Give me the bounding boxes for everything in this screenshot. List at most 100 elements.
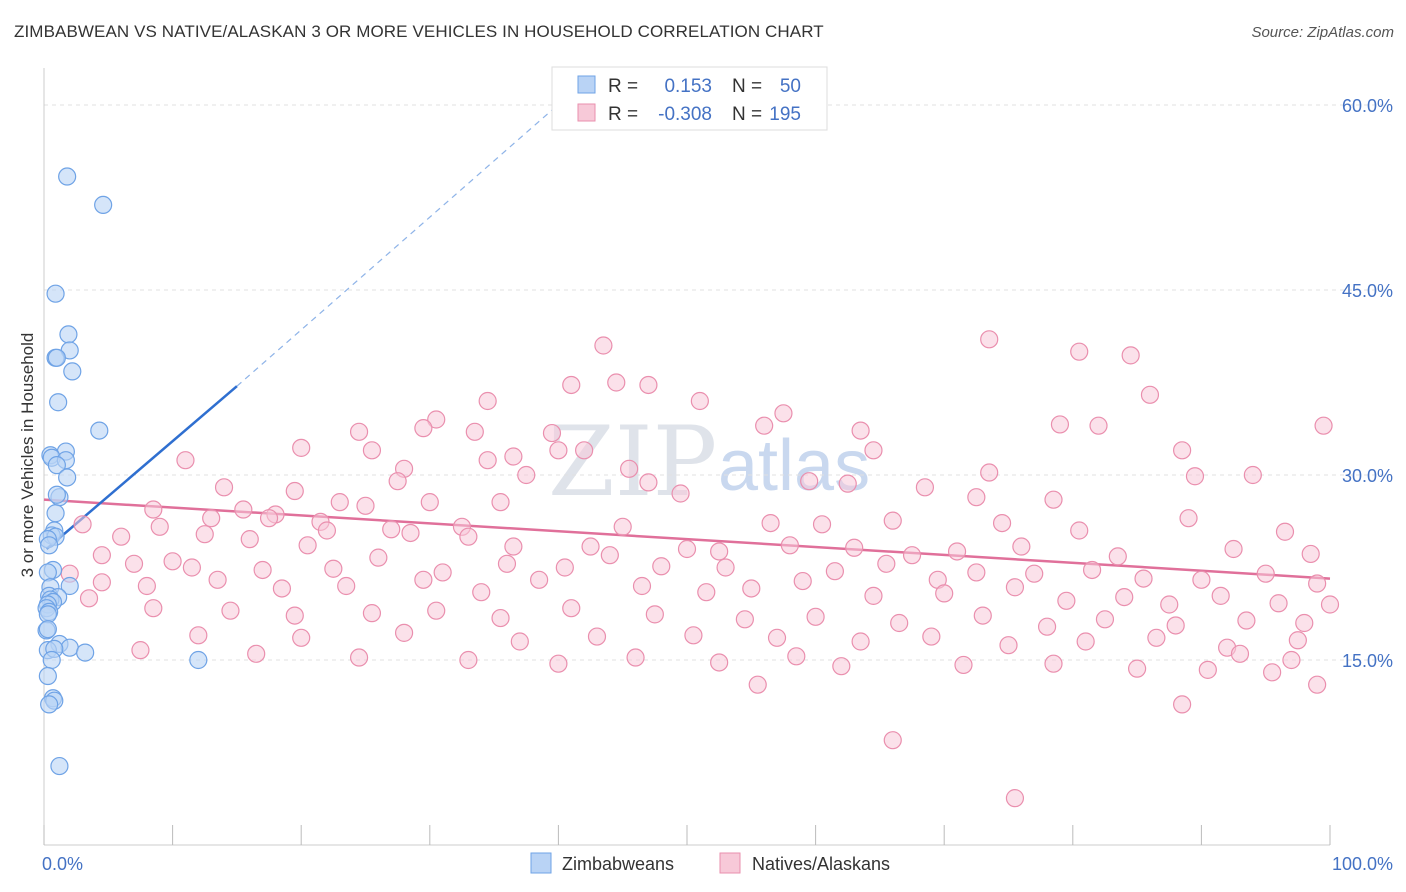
- legend-swatch-natives: [577, 103, 596, 122]
- native-alaskan-point: [710, 542, 729, 561]
- y-tick-label: 60.0%: [1342, 96, 1393, 116]
- native-alaskan-point: [845, 538, 864, 557]
- native-alaskan-point: [1108, 547, 1127, 566]
- native-alaskan-point: [414, 419, 433, 438]
- source-credit: Source: ZipAtlas.com: [1251, 24, 1394, 41]
- native-alaskan-point: [1275, 522, 1295, 541]
- native-alaskan-point: [793, 571, 812, 591]
- native-alaskan-point: [1057, 591, 1076, 610]
- legend-r-label-2: R =: [608, 104, 638, 125]
- native-alaskan-point: [240, 530, 259, 549]
- native-alaskan-point: [1173, 695, 1192, 714]
- y-tick-label: 15.0%: [1342, 651, 1393, 671]
- native-alaskan-point: [427, 410, 446, 429]
- native-alaskan-point: [677, 539, 697, 559]
- native-alaskan-point: [221, 601, 240, 620]
- stats-legend-box: [551, 66, 828, 131]
- native-alaskan-point: [575, 441, 594, 460]
- native-alaskan-point: [1147, 628, 1166, 647]
- native-alaskan-point: [607, 373, 626, 392]
- native-alaskan-point: [973, 606, 992, 625]
- native-alaskan-point: [594, 336, 613, 355]
- native-alaskan-point: [214, 478, 234, 497]
- native-alaskan-point: [1089, 416, 1108, 435]
- legend-n-label-2: N =: [732, 104, 762, 125]
- native-alaskan-point: [710, 653, 729, 672]
- native-alaskan-point: [1288, 631, 1307, 650]
- watermark: ZIP atlas: [548, 406, 870, 518]
- native-alaskan-point: [1198, 660, 1217, 679]
- native-alaskan-point: [1005, 578, 1025, 597]
- native-alaskan-point: [632, 576, 652, 596]
- native-alaskan-point: [890, 613, 909, 633]
- native-alaskan-point: [851, 632, 870, 651]
- native-alaskan-point: [285, 481, 304, 501]
- native-alaskan-point: [292, 438, 311, 457]
- native-alaskan-point: [587, 627, 607, 646]
- zimbabwean-point: [63, 362, 82, 381]
- x-tick-label-min: 0.0%: [42, 854, 83, 874]
- native-alaskan-point: [491, 493, 510, 512]
- native-alaskan-point: [491, 608, 510, 628]
- y-tick-label: 30.0%: [1342, 466, 1393, 486]
- native-alaskan-point: [1185, 467, 1205, 486]
- native-alaskan-point: [1237, 611, 1256, 630]
- zimbabwean-point: [49, 393, 68, 412]
- native-alaskan-point: [504, 537, 523, 556]
- native-alaskan-point: [864, 586, 883, 605]
- native-alaskan-point: [780, 536, 799, 555]
- native-alaskan-point: [362, 604, 382, 623]
- zimbabwean-points: [37, 167, 208, 776]
- native-alaskan-point: [382, 520, 401, 539]
- native-alaskan-trend-line: [43, 498, 1331, 580]
- native-alaskan-point: [1224, 539, 1243, 559]
- native-alaskan-point: [92, 546, 111, 565]
- stats-legend: R = 0.153 N = 50 R = -0.308 N = 195: [551, 66, 828, 131]
- x-tick-label-max: 100.0%: [1332, 854, 1393, 874]
- zimbabwean-point: [58, 167, 77, 186]
- native-alaskan-point: [317, 521, 337, 540]
- series-legend: Zimbabweans Natives/Alaskans: [530, 852, 890, 874]
- native-alaskan-point: [980, 330, 999, 349]
- native-alaskan-point: [510, 632, 529, 651]
- native-alaskan-point: [902, 546, 922, 565]
- native-alaskan-point: [620, 459, 639, 478]
- native-alaskan-point: [555, 558, 574, 577]
- native-alaskan-point: [497, 554, 517, 573]
- y-tick-label: 45.0%: [1342, 281, 1393, 301]
- bottom-legend-swatch-zimbabweans: [530, 852, 552, 874]
- native-alaskan-point: [137, 576, 156, 596]
- native-alaskan-point: [465, 422, 484, 441]
- native-alaskan-point: [883, 731, 902, 750]
- zimbabwean-point: [47, 485, 66, 504]
- bottom-legend-natives: Natives/Alaskans: [752, 854, 890, 874]
- native-alaskan-point: [562, 599, 581, 618]
- native-alaskan-point: [1192, 570, 1211, 589]
- native-alaskan-point: [1282, 650, 1301, 670]
- native-alaskan-point: [832, 657, 851, 676]
- native-alaskan-point: [427, 601, 446, 620]
- legend-r-value-zimbabweans: 0.153: [664, 76, 712, 97]
- native-alaskan-point: [253, 560, 272, 580]
- legend-r-value-natives: -0.308: [658, 104, 712, 125]
- native-alaskan-point: [1012, 537, 1031, 556]
- zimbabwean-point: [76, 643, 95, 662]
- zimbabwean-point: [189, 650, 208, 670]
- native-alaskan-point: [864, 441, 883, 460]
- native-alaskan-point: [182, 558, 201, 577]
- zimbabwean-point: [60, 638, 79, 657]
- native-alaskan-point: [163, 552, 182, 571]
- native-alaskan-point: [298, 536, 317, 555]
- native-alaskan-point: [980, 463, 999, 482]
- native-alaskan-point: [1211, 586, 1230, 605]
- native-alaskan-point: [459, 650, 478, 670]
- native-alaskan-point: [1166, 616, 1185, 635]
- zimbabwean-point: [50, 756, 69, 776]
- native-alaskan-point: [999, 636, 1018, 655]
- native-alaskan-point: [1025, 564, 1044, 583]
- native-alaskan-point: [613, 517, 632, 536]
- bottom-legend-zimbabweans: Zimbabweans: [562, 854, 674, 874]
- native-alaskan-point: [504, 447, 523, 466]
- native-alaskan-point: [150, 517, 169, 536]
- native-alaskan-point: [825, 562, 844, 581]
